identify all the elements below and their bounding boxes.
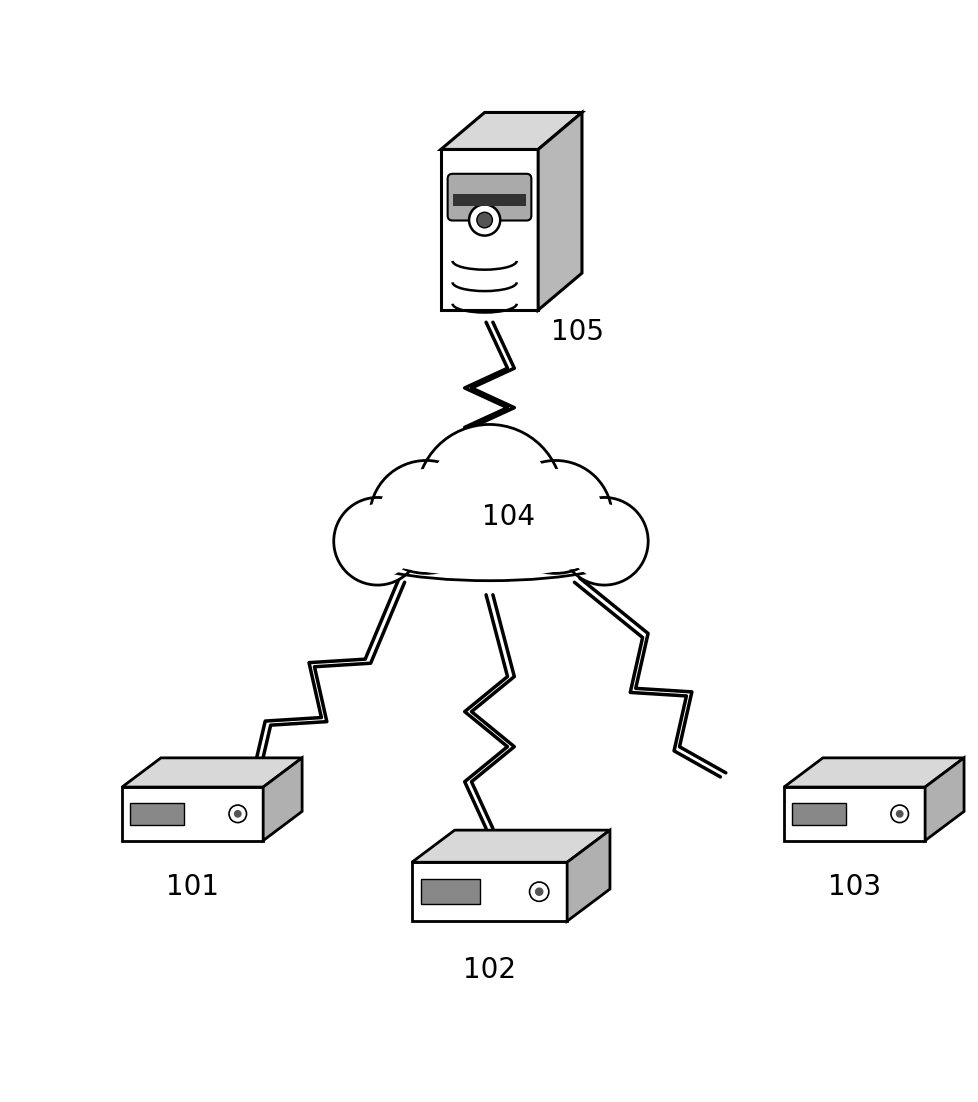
Circle shape [560,497,647,585]
Text: 103: 103 [827,873,880,900]
Circle shape [427,435,551,560]
Polygon shape [122,758,302,787]
Polygon shape [783,787,924,841]
Polygon shape [130,802,184,825]
FancyBboxPatch shape [447,174,531,220]
Circle shape [895,810,903,818]
Circle shape [340,504,415,579]
Ellipse shape [343,518,635,581]
Circle shape [566,504,641,579]
Text: 102: 102 [463,955,515,984]
Circle shape [890,806,908,822]
Text: 105: 105 [550,318,603,346]
Circle shape [370,461,482,573]
Circle shape [468,205,500,236]
Circle shape [234,810,242,818]
Polygon shape [538,112,581,310]
Circle shape [378,469,473,565]
Ellipse shape [365,522,613,576]
Circle shape [529,882,549,901]
Polygon shape [440,112,581,150]
Polygon shape [412,862,566,921]
Polygon shape [783,758,963,787]
Circle shape [499,461,611,573]
Circle shape [508,469,603,565]
Text: 101: 101 [166,873,219,900]
Polygon shape [421,879,479,904]
Text: 104: 104 [482,503,535,531]
Polygon shape [566,830,609,921]
Polygon shape [440,150,538,310]
Polygon shape [263,758,302,841]
Polygon shape [412,830,609,862]
Circle shape [229,806,246,822]
Polygon shape [791,802,845,825]
Polygon shape [924,758,963,841]
Circle shape [333,497,421,585]
Circle shape [416,424,562,571]
Circle shape [534,887,543,896]
Polygon shape [452,194,526,206]
Polygon shape [122,787,263,841]
Circle shape [476,213,492,228]
